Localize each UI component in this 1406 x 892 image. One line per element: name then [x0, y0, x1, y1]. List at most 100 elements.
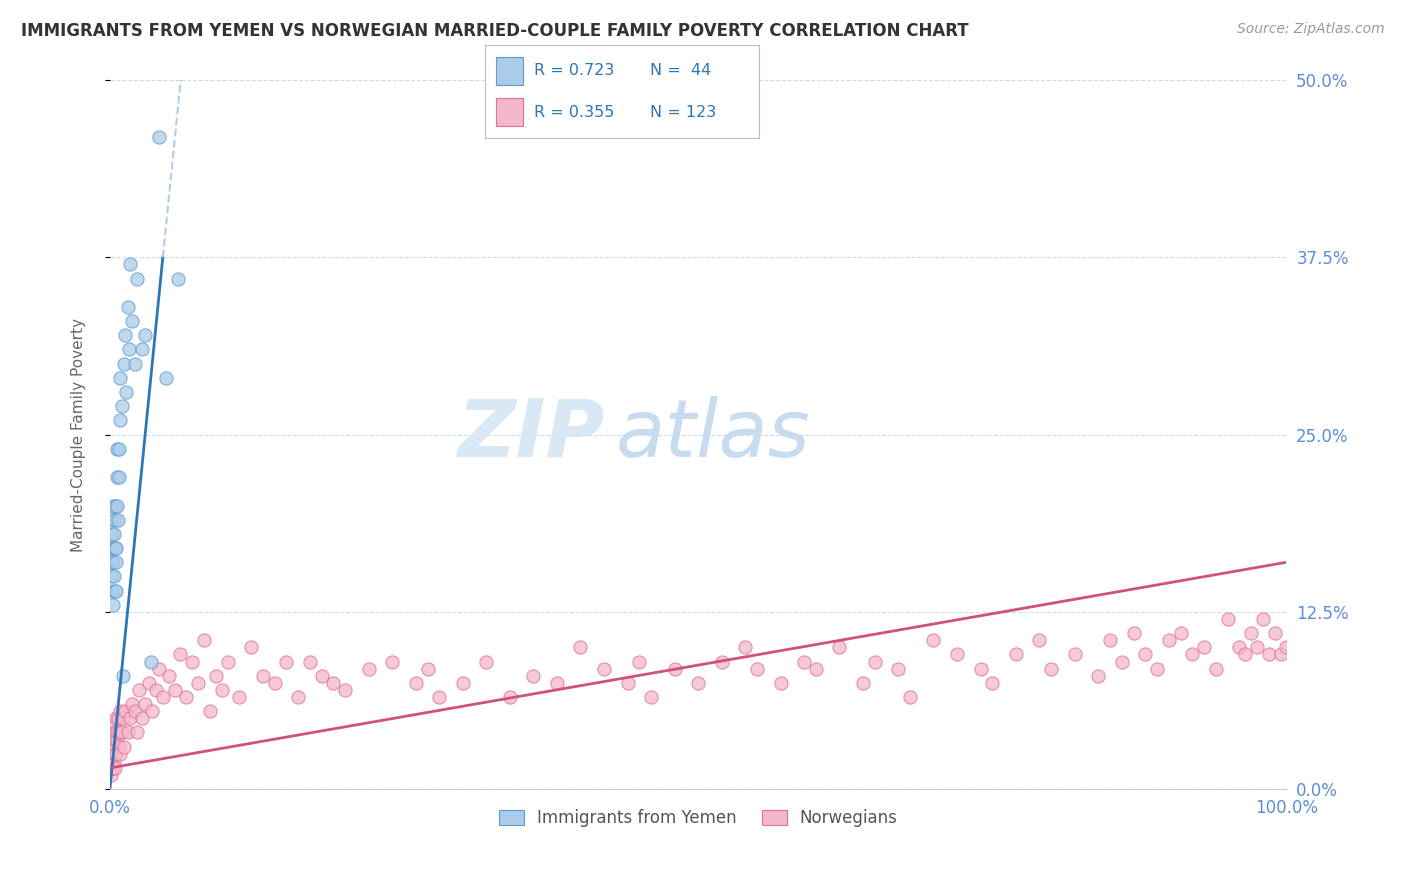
Point — [101, 725, 124, 739]
Point — [100, 754, 122, 768]
Point — [125, 725, 148, 739]
Point — [981, 676, 1004, 690]
Point — [104, 555, 127, 569]
Point — [1063, 648, 1085, 662]
Point — [100, 583, 122, 598]
Point — [101, 555, 124, 569]
Point — [1257, 648, 1279, 662]
Point — [103, 541, 125, 555]
Point — [922, 633, 945, 648]
Point — [946, 648, 969, 662]
Point — [108, 442, 131, 456]
Point — [104, 725, 127, 739]
Point — [148, 129, 170, 144]
Point — [105, 499, 128, 513]
Point — [112, 739, 135, 754]
Point — [157, 669, 180, 683]
Point — [828, 640, 851, 655]
Point — [118, 711, 141, 725]
Point — [1216, 612, 1239, 626]
Point — [101, 513, 124, 527]
Point — [138, 676, 160, 690]
Point — [1028, 633, 1050, 648]
Point — [100, 555, 122, 569]
Point — [104, 513, 127, 527]
Point — [1264, 626, 1286, 640]
Point — [134, 328, 156, 343]
Point — [298, 655, 321, 669]
Point — [322, 676, 344, 690]
Point — [117, 725, 139, 739]
Point — [100, 747, 122, 761]
Point — [105, 541, 128, 555]
Point — [107, 711, 129, 725]
Point — [103, 499, 125, 513]
Point — [104, 711, 127, 725]
Text: Source: ZipAtlas.com: Source: ZipAtlas.com — [1237, 22, 1385, 37]
Point — [121, 314, 143, 328]
Text: atlas: atlas — [616, 395, 810, 474]
Point — [121, 697, 143, 711]
Point — [105, 747, 128, 761]
Point — [187, 676, 209, 690]
Point — [1005, 648, 1028, 662]
Point — [499, 690, 522, 704]
Point — [745, 662, 768, 676]
Point — [416, 662, 439, 676]
Point — [211, 682, 233, 697]
Point — [131, 343, 153, 357]
FancyBboxPatch shape — [496, 98, 523, 126]
Point — [131, 711, 153, 725]
Point — [863, 655, 886, 669]
Point — [100, 541, 122, 555]
FancyBboxPatch shape — [496, 57, 523, 85]
Point — [152, 690, 174, 704]
Point — [110, 725, 132, 739]
Point — [1205, 662, 1227, 676]
Point — [522, 669, 544, 683]
Point — [115, 385, 138, 400]
Point — [103, 541, 125, 555]
Point — [546, 676, 568, 690]
Point — [898, 690, 921, 704]
Point — [155, 371, 177, 385]
Point — [163, 682, 186, 697]
Point — [125, 271, 148, 285]
Point — [475, 655, 498, 669]
Point — [104, 583, 127, 598]
Point — [148, 662, 170, 676]
Point — [101, 761, 124, 775]
Point — [228, 690, 250, 704]
Point — [1098, 633, 1121, 648]
Point — [1146, 662, 1168, 676]
Point — [104, 747, 127, 761]
Point — [100, 761, 122, 775]
Point — [103, 718, 125, 732]
Point — [103, 583, 125, 598]
Point — [1275, 640, 1298, 655]
Text: N = 123: N = 123 — [650, 104, 716, 120]
Point — [100, 768, 122, 782]
Point — [103, 761, 125, 775]
Point — [167, 271, 190, 285]
Point — [169, 648, 191, 662]
Point — [101, 761, 124, 775]
Point — [193, 633, 215, 648]
Point — [134, 697, 156, 711]
Point — [103, 739, 125, 754]
Point — [616, 676, 638, 690]
Point — [1170, 626, 1192, 640]
Point — [108, 725, 131, 739]
Point — [1040, 662, 1063, 676]
Point — [710, 655, 733, 669]
Point — [335, 682, 357, 697]
Point — [1251, 612, 1274, 626]
Point — [111, 669, 134, 683]
Point — [1192, 640, 1215, 655]
Point — [103, 598, 125, 612]
Point — [1229, 640, 1251, 655]
Point — [276, 655, 298, 669]
Point — [217, 655, 239, 669]
Point — [108, 747, 131, 761]
Point — [110, 371, 132, 385]
